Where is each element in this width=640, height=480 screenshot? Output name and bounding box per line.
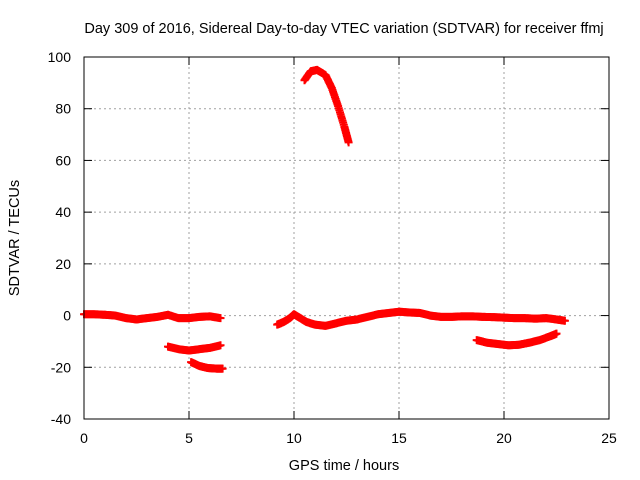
- data-point: [333, 100, 342, 109]
- y-tick-label: -20: [51, 359, 71, 375]
- y-tick-label: 80: [55, 101, 71, 117]
- data-point: [551, 329, 560, 338]
- y-tick-label: 60: [55, 152, 71, 168]
- series-arc-3: [187, 358, 227, 373]
- x-tick-label: 0: [80, 430, 88, 446]
- series-arc-4: [273, 307, 569, 330]
- y-axis-label: SDTVAR / TECUs: [7, 180, 23, 296]
- y-tick-label: 100: [48, 49, 72, 65]
- data-point: [215, 341, 224, 350]
- x-tick-label: 20: [496, 430, 512, 446]
- data-point: [217, 364, 226, 373]
- y-tick-label: 0: [63, 308, 71, 324]
- grid-lines: [84, 57, 609, 419]
- plot-frame: [83, 56, 610, 420]
- series-arc-6: [472, 329, 561, 350]
- x-tick-label: 5: [185, 430, 193, 446]
- y-tick-label: 40: [55, 204, 71, 220]
- data-point: [215, 313, 224, 322]
- series-arc-5: [300, 65, 353, 147]
- y-tick-label: -40: [51, 411, 71, 427]
- data-points: [80, 65, 569, 373]
- data-point: [560, 316, 569, 325]
- chart-title: Day 309 of 2016, Sidereal Day-to-day VTE…: [84, 21, 603, 37]
- x-tick-label: 25: [601, 430, 617, 446]
- axis-ticks: [83, 56, 610, 420]
- series-arc-2: [164, 341, 225, 355]
- series-arc-1: [80, 310, 225, 324]
- tick-labels: 0 5 10 15 20 25 -40 -20 0 20 40 60 80 100: [48, 49, 617, 446]
- x-tick-label: 15: [391, 430, 407, 446]
- x-axis-label: GPS time / hours: [289, 458, 399, 474]
- x-tick-label: 10: [286, 430, 302, 446]
- y-tick-label: 20: [55, 256, 71, 272]
- data-point: [344, 136, 353, 145]
